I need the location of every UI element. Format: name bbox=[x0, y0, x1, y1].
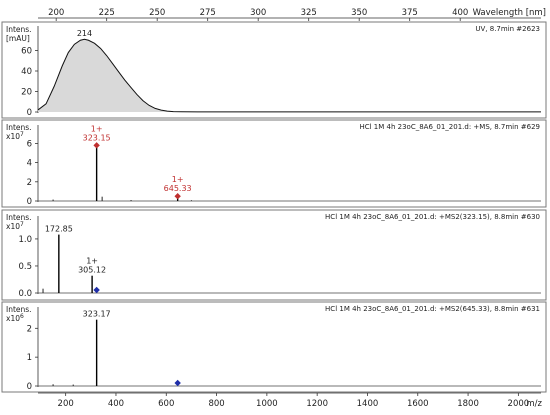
panel-header: HCl 1M 4h 23oC_8A6_01_201.d: +MS, 8.7min… bbox=[359, 123, 540, 131]
panel-header: HCl 1M 4h 23oC_8A6_01_201.d: +MS2(323.15… bbox=[325, 213, 540, 221]
x-tick-label: 300 bbox=[250, 8, 266, 18]
y-tick-label: 0 bbox=[27, 382, 32, 392]
x-tick-label: 1800 bbox=[457, 399, 479, 409]
precursor-diamond-marker bbox=[93, 142, 100, 149]
panel-frame bbox=[1, 209, 547, 301]
y-tick-label: 0.5 bbox=[18, 262, 32, 272]
precursor-diamond-marker bbox=[93, 286, 100, 294]
x-tick-label: 250 bbox=[149, 8, 165, 18]
y-tick-label: 1.0 bbox=[18, 235, 32, 245]
x-axis-label: m/z bbox=[526, 399, 542, 409]
x-tick-label: 1000 bbox=[256, 399, 278, 409]
peak-charge-label: 1+ bbox=[172, 175, 184, 184]
y-tick-label: 20 bbox=[21, 88, 32, 98]
x-tick-label: 1400 bbox=[357, 399, 379, 409]
x-tick-label: 2000 bbox=[508, 399, 530, 409]
y-tick-label: 0 bbox=[27, 108, 32, 118]
x-tick-label: 325 bbox=[301, 8, 317, 18]
x-tick-label: 1200 bbox=[306, 399, 328, 409]
y-tick-label: 4 bbox=[27, 159, 32, 169]
y-tick-label: 2 bbox=[27, 324, 32, 334]
exponent-value: 7 bbox=[20, 221, 24, 228]
panel-frame bbox=[1, 119, 547, 208]
peak-label: 645.33 bbox=[164, 184, 192, 193]
peak-label: 172.85 bbox=[45, 225, 73, 234]
x-tick-label: 200 bbox=[58, 399, 74, 409]
y-tick-label: 0.0 bbox=[18, 289, 32, 299]
y-axis-exponent: x107 bbox=[6, 221, 24, 231]
precursor-diamond-marker bbox=[174, 193, 181, 200]
y-axis-exponent: x106 bbox=[6, 313, 24, 323]
y-tick-label: 1 bbox=[27, 353, 32, 363]
x-tick-label: 275 bbox=[200, 8, 216, 18]
exponent-value: 6 bbox=[20, 313, 24, 320]
panel-ms1: HCl 1M 4h 23oC_8A6_01_201.d: +MS, 8.7min… bbox=[1, 119, 547, 208]
panel-ms2b: HCl 1M 4h 23oC_8A6_01_201.d: +MS2(645.33… bbox=[1, 301, 547, 409]
y-axis-label: Intens. bbox=[6, 213, 32, 222]
y-axis-label: Intens. bbox=[6, 123, 32, 132]
x-tick-label: 350 bbox=[351, 8, 367, 18]
x-tick-label: 600 bbox=[158, 399, 174, 409]
peak-charge-label: 1+ bbox=[91, 124, 103, 133]
x-tick-label: 400 bbox=[108, 399, 124, 409]
y-axis-exponent: x107 bbox=[6, 131, 24, 141]
panel-header: HCl 1M 4h 23oC_8A6_01_201.d: +MS2(645.33… bbox=[325, 305, 540, 313]
y-tick-label: 6 bbox=[27, 139, 32, 149]
x-tick-label: 400 bbox=[452, 8, 468, 18]
x-tick-label: 1600 bbox=[407, 399, 429, 409]
peak-label: 305.12 bbox=[78, 266, 106, 275]
y-tick-label: 60 bbox=[21, 47, 32, 57]
uv-area-fill bbox=[38, 39, 541, 113]
panel-uv: UV, 8.7min #2623 Intens.[mAU] 0 20 40 60 200 22… bbox=[1, 8, 547, 119]
precursor-diamond-marker bbox=[174, 379, 181, 387]
y-tick-label: 0 bbox=[27, 197, 32, 207]
y-tick-label: 40 bbox=[21, 67, 32, 77]
uv-curve-line bbox=[37, 38, 541, 113]
y-axis-label: Intens. bbox=[6, 25, 32, 34]
y-axis-label: Intens. bbox=[6, 305, 32, 314]
panel-ms2a: HCl 1M 4h 23oC_8A6_01_201.d: +MS2(323.15… bbox=[1, 209, 547, 301]
peak-label: 323.17 bbox=[83, 310, 111, 319]
peak-charge-label: 1+ bbox=[86, 257, 98, 266]
uv-peak-label: 214 bbox=[77, 29, 92, 38]
panel-header: UV, 8.7min #2623 bbox=[475, 25, 540, 33]
x-tick-label: 375 bbox=[402, 8, 418, 18]
x-axis-label: Wavelength [nm] bbox=[473, 8, 546, 18]
panel-frame bbox=[1, 21, 547, 119]
x-tick-label: 200 bbox=[48, 8, 64, 18]
y-tick-label: 2 bbox=[27, 178, 32, 188]
x-tick-label: 800 bbox=[208, 399, 224, 409]
panel-frame bbox=[1, 301, 547, 393]
peak-label: 323.15 bbox=[83, 133, 111, 142]
exponent-value: 7 bbox=[20, 131, 24, 138]
y-axis-label: [mAU] bbox=[6, 34, 30, 43]
x-tick-label: 225 bbox=[99, 8, 115, 18]
